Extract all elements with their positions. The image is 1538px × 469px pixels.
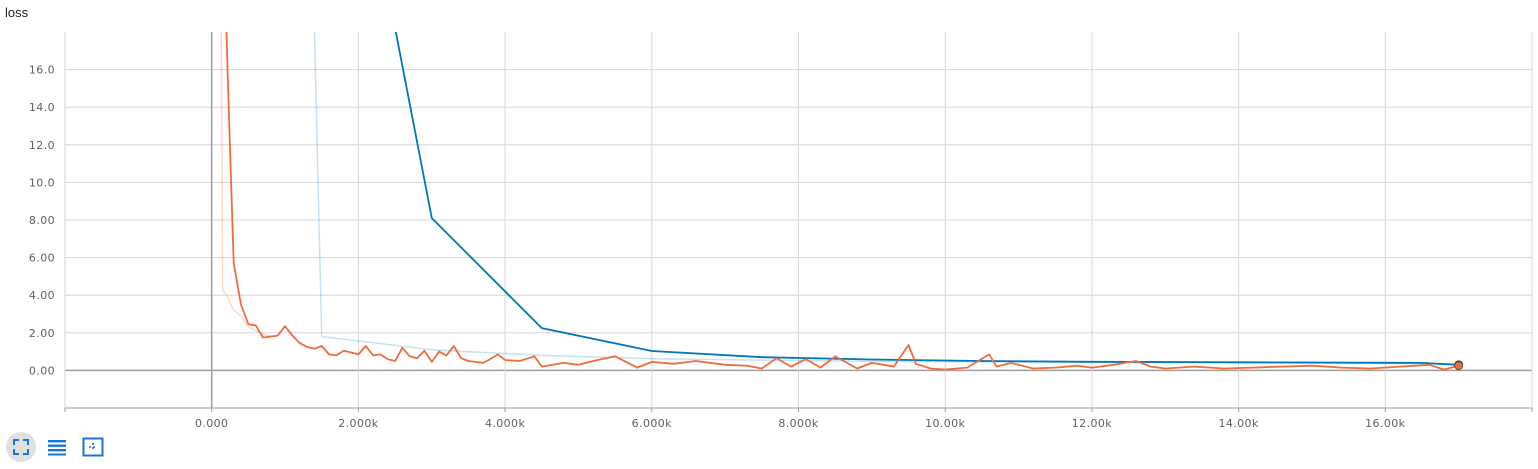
y-tick-label: 4.00 <box>29 289 55 302</box>
end-markers <box>1454 360 1464 371</box>
y-tick-label: 12.0 <box>29 139 55 152</box>
x-tick-label: 12.00k <box>1072 417 1112 430</box>
chart-title: loss <box>5 5 29 20</box>
series-orange-end-point <box>1454 361 1464 371</box>
y-tick-label: 14.0 <box>29 101 55 114</box>
fit-domain-button[interactable] <box>6 432 36 462</box>
series-orange-line <box>225 32 1459 371</box>
raw-series-layer <box>220 32 1459 371</box>
chart-toolbar <box>6 432 108 462</box>
axes <box>64 32 1533 412</box>
grid-lines <box>65 32 1532 408</box>
y-tick-label: 8.00 <box>29 214 55 227</box>
y-tick-label: 10.0 <box>29 176 55 189</box>
x-tick-label: 8.000k <box>778 417 818 430</box>
fullscreen-icon <box>13 439 29 455</box>
list-icon <box>48 440 66 456</box>
y-tick-labels: 0.00 2.00 4.00 6.00 8.00 10.0 12.0 14.0 16.0 <box>29 64 55 378</box>
series-blue-raw-line <box>313 32 1459 366</box>
y-tick-label: 16.0 <box>29 64 55 77</box>
x-tick-label: 14.00k <box>1218 417 1258 430</box>
smoothed-series-layer <box>225 32 1459 371</box>
zoom-selection-icon <box>82 437 104 457</box>
x-tick-label: 6.000k <box>632 417 672 430</box>
zoom-button[interactable] <box>78 432 108 462</box>
x-tick-label: 2.000k <box>338 417 378 430</box>
x-tick-label: 0.000 <box>195 417 229 430</box>
toggle-y-log-button[interactable] <box>42 432 72 462</box>
series-orange-raw-line <box>220 32 1459 371</box>
x-tick-label: 4.000k <box>485 417 525 430</box>
series-blue-line <box>394 32 1459 366</box>
x-tick-labels: 0.000 2.000k 4.000k 6.000k 8.000k 10.00k 12.00… <box>195 417 1405 430</box>
x-tick-label: 16.00k <box>1365 417 1405 430</box>
y-tick-label: 6.00 <box>29 252 55 265</box>
y-tick-label: 2.00 <box>29 327 55 340</box>
x-tick-label: 10.00k <box>925 417 965 430</box>
y-tick-label: 0.00 <box>29 364 55 377</box>
